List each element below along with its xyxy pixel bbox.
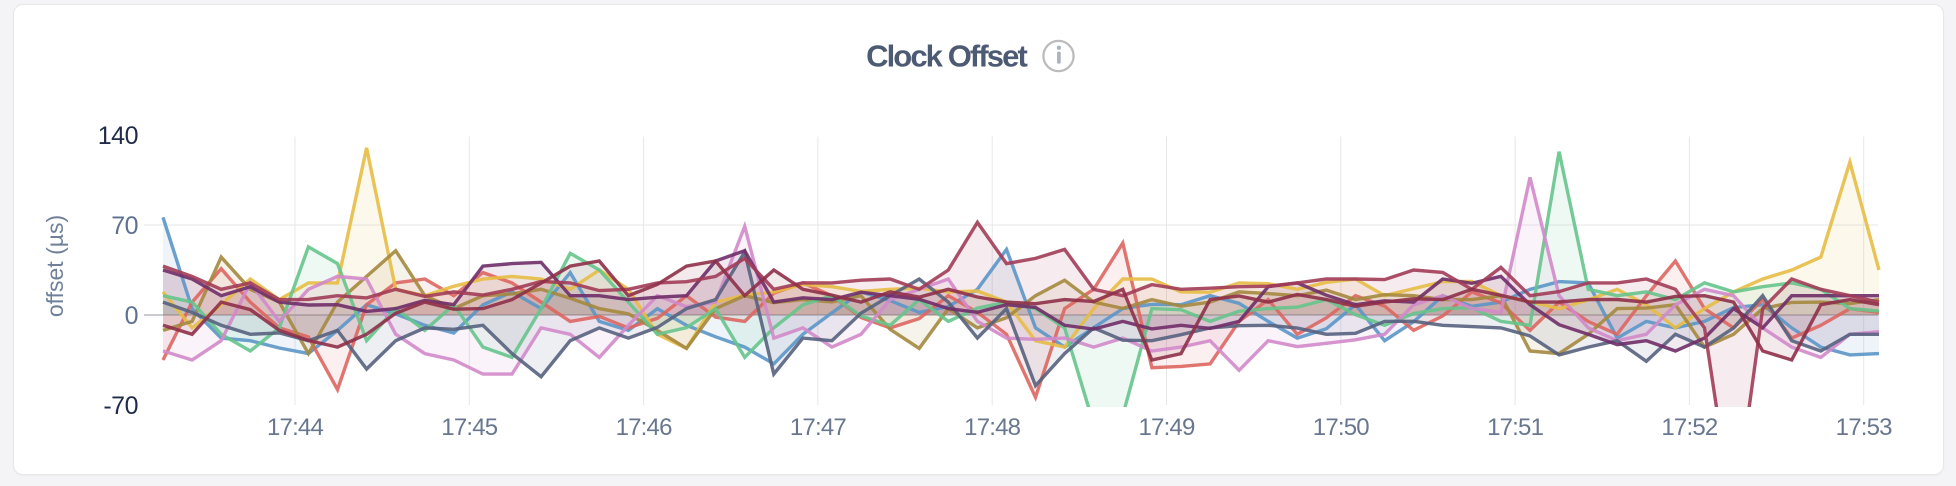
svg-text:17:52: 17:52 [1661, 414, 1718, 441]
svg-text:-70: -70 [103, 392, 138, 420]
svg-text:17:46: 17:46 [616, 414, 673, 441]
svg-text:17:50: 17:50 [1313, 414, 1370, 441]
svg-text:17:45: 17:45 [441, 414, 498, 441]
svg-text:17:53: 17:53 [1836, 414, 1893, 441]
svg-text:17:44: 17:44 [267, 414, 324, 441]
svg-text:17:51: 17:51 [1487, 414, 1544, 441]
svg-text:17:49: 17:49 [1138, 414, 1195, 441]
svg-text:Clock Offset: Clock Offset [866, 39, 1027, 74]
svg-text:140: 140 [98, 122, 138, 150]
svg-text:70: 70 [111, 212, 138, 240]
svg-text:offset (µs): offset (µs) [42, 215, 68, 317]
svg-text:17:48: 17:48 [964, 414, 1021, 441]
svg-text:0: 0 [125, 302, 138, 330]
svg-text:17:47: 17:47 [790, 414, 847, 441]
